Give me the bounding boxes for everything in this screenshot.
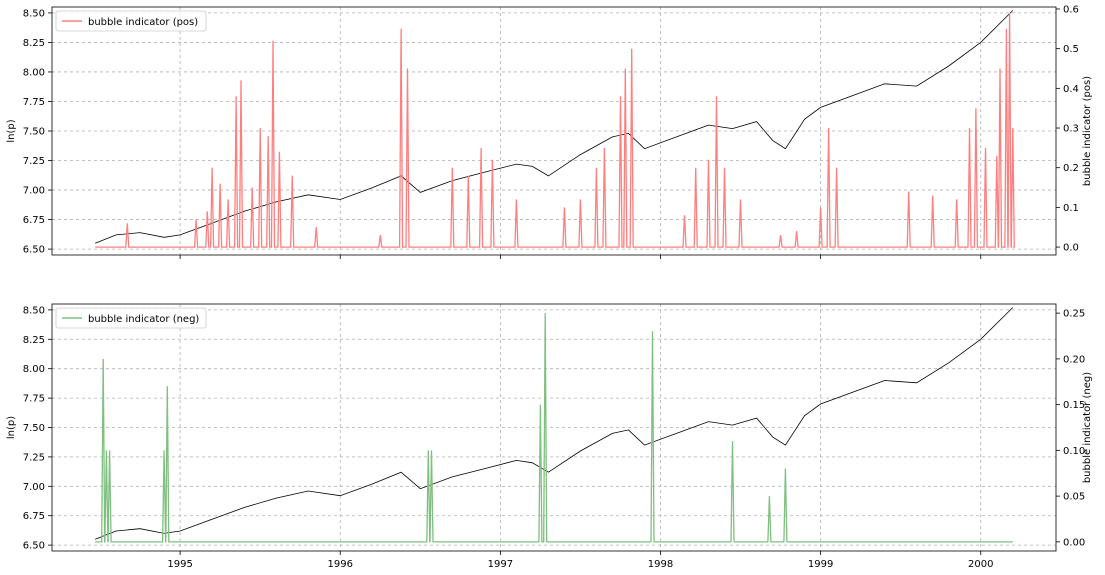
left-tick-label: 6.50	[23, 541, 45, 552]
left-tick-label: 7.75	[23, 97, 45, 108]
price-line	[95, 10, 1014, 244]
indicator-line	[95, 313, 1013, 543]
right-tick-label: 0.25	[1063, 309, 1085, 320]
left-tick-label: 8.00	[23, 364, 45, 375]
x-tick-label: 1997	[488, 559, 513, 570]
left-tick-label: 8.50	[23, 305, 45, 316]
right-tick-label: 0.1	[1063, 203, 1079, 214]
left-tick-label: 8.25	[23, 38, 45, 49]
right-tick-label: 0.00	[1063, 537, 1085, 548]
left-tick-label: 6.50	[23, 245, 45, 256]
left-tick-label: 8.50	[23, 8, 45, 19]
right-tick-label: 0.4	[1063, 84, 1079, 95]
top-panel: 6.50 6.75 7.00 7.25 7.50 7.75 8.00 8.25 8.50 0.0 0…	[6, 4, 1093, 259]
legend-box	[55, 10, 207, 32]
right-tick-label: 0.6	[1063, 4, 1079, 15]
left-tick-label: 6.75	[23, 511, 45, 522]
right-axis-label: bubble indicator (pos)	[1082, 76, 1093, 186]
right-tick-label: 0.05	[1063, 492, 1085, 503]
left-tick-label: 7.00	[23, 186, 45, 197]
indicator-line	[95, 12, 1015, 248]
legend-box	[55, 307, 207, 329]
right-tick-label: 0.5	[1063, 44, 1079, 55]
left-tick-label: 6.75	[23, 215, 45, 226]
right-tick-label: 0.15	[1063, 400, 1085, 411]
left-tick-label: 7.50	[23, 127, 45, 138]
x-tick-label: 1998	[648, 559, 673, 570]
left-tick-label: 7.50	[23, 423, 45, 434]
legend-label: bubble indicator (pos)	[88, 17, 198, 28]
bottom-panel: 6.50 6.75 7.00 7.25 7.50 7.75 8.00 8.25 8.50 0.00…	[6, 303, 1093, 570]
right-tick-label: 0.0	[1063, 243, 1079, 254]
left-tick-label: 7.00	[23, 482, 45, 493]
right-tick-label: 0.2	[1063, 163, 1079, 174]
left-axis-label: ln(p)	[6, 119, 17, 142]
left-tick-label: 7.25	[23, 452, 45, 463]
left-tick-label: 7.25	[23, 156, 45, 167]
x-tick-label: 1995	[167, 559, 192, 570]
x-tick-label: 1999	[808, 559, 833, 570]
right-tick-label: 0.3	[1063, 124, 1079, 135]
right-axis-label: bubble indicator (neg)	[1082, 372, 1093, 483]
x-tick-label: 2000	[968, 559, 993, 570]
left-tick-label: 8.00	[23, 67, 45, 78]
left-tick-label: 8.25	[23, 335, 45, 346]
right-tick-label: 0.10	[1063, 446, 1085, 457]
right-tick-label: 0.20	[1063, 354, 1085, 365]
x-tick-label: 1996	[328, 559, 353, 570]
left-tick-label: 7.75	[23, 394, 45, 405]
legend-label: bubble indicator (neg)	[88, 314, 199, 325]
price-line	[95, 307, 1014, 540]
left-axis-label: ln(p)	[6, 416, 17, 439]
